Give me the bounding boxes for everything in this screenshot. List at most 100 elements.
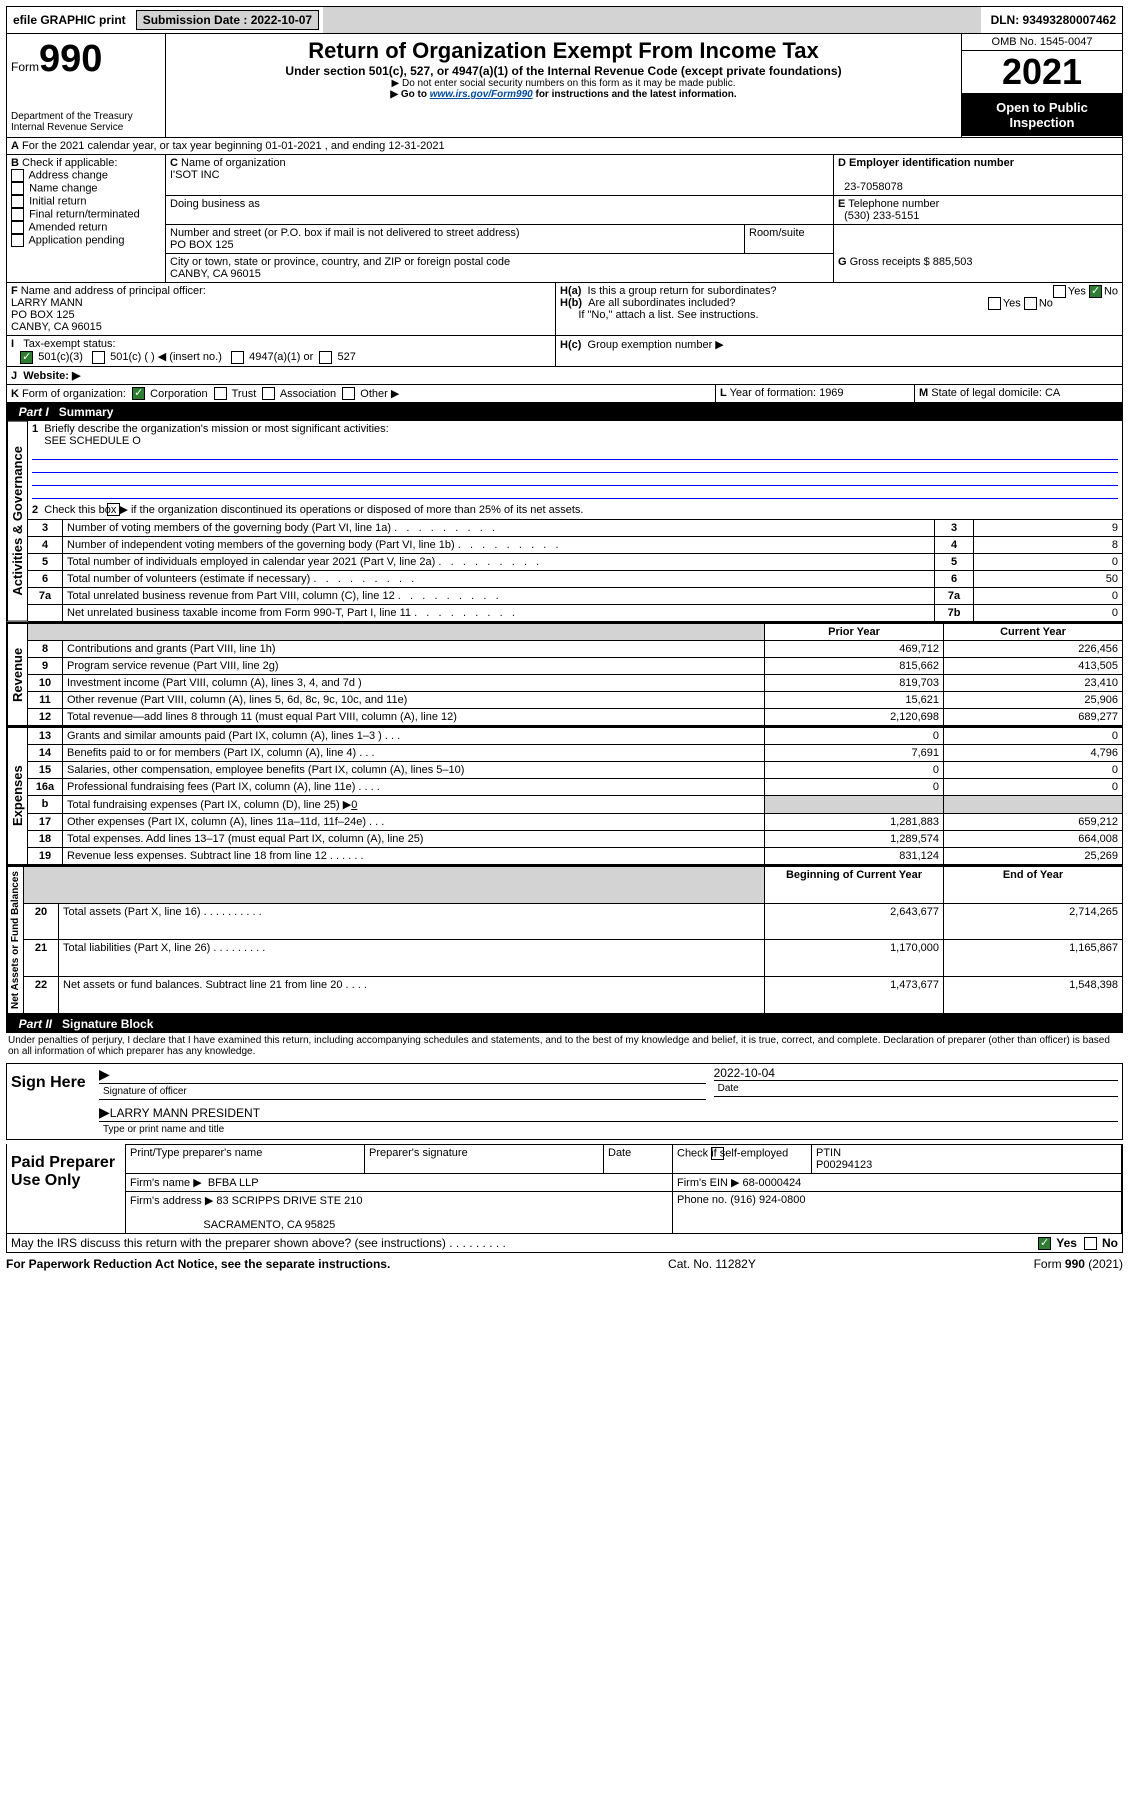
hb-text: Are all subordinates included? xyxy=(588,297,735,309)
city-lbl: City or town, state or province, country… xyxy=(170,256,510,268)
form-title: Return of Organization Exempt From Incom… xyxy=(170,38,957,64)
chk-trust[interactable] xyxy=(214,387,227,400)
signer-name-lbl: Type or print name and title xyxy=(99,1121,1118,1137)
addr-lbl: Number and street (or P.O. box if mail i… xyxy=(170,227,520,239)
chk-501c3[interactable] xyxy=(20,351,33,364)
footer-center: Cat. No. 11282Y xyxy=(668,1257,756,1271)
ag-table: 3Number of voting members of the governi… xyxy=(28,519,1122,622)
chk-hb-no[interactable] xyxy=(1024,297,1037,310)
prep-date-lbl: Date xyxy=(608,1147,631,1159)
b-label: Check if applicable: xyxy=(22,157,117,169)
i-501c3: 501(c)(3) xyxy=(38,351,83,363)
section-B: B Check if applicable: Address change Na… xyxy=(7,155,166,282)
vlabel-na: Net Assets or Fund Balances xyxy=(7,866,24,1014)
chk-4947[interactable] xyxy=(231,351,244,364)
may-discuss-text: May the IRS discuss this return with the… xyxy=(11,1236,506,1250)
entity-section: A For the 2021 calendar year, or tax yea… xyxy=(6,138,1123,403)
note-ssn: ▶ Do not enter social security numbers o… xyxy=(170,78,957,89)
footer-right: Form 990 (2021) xyxy=(1034,1257,1123,1271)
note-goto-pre: ▶ Go to xyxy=(390,89,429,100)
officer-addr1: PO BOX 125 xyxy=(11,309,75,321)
chk-l2[interactable] xyxy=(107,503,120,516)
page-footer: For Paperwork Reduction Act Notice, see … xyxy=(6,1257,1123,1271)
note-goto-post: for instructions and the latest informat… xyxy=(533,89,737,100)
vlabel-exp: Expenses xyxy=(7,727,28,865)
city-value: CANBY, CA 96015 xyxy=(170,268,261,280)
firm-addr-lbl: Firm's address ▶ xyxy=(130,1195,213,1207)
yes-label: Yes xyxy=(1056,1236,1077,1250)
l1-text: Briefly describe the organization's miss… xyxy=(44,423,388,435)
chk-other[interactable] xyxy=(342,387,355,400)
paid-preparer-block: Paid Preparer Use Only Print/Type prepar… xyxy=(6,1144,1123,1234)
phone-value: (530) 233-5151 xyxy=(844,210,919,222)
irs-label: Internal Revenue Service xyxy=(11,122,161,133)
c-name-lbl: Name of organization xyxy=(181,157,286,169)
form-word: Form xyxy=(11,60,39,74)
chk-name[interactable] xyxy=(11,182,24,195)
omb-number: OMB No. 1545-0047 xyxy=(962,34,1122,51)
chk-ha-yes[interactable] xyxy=(1053,285,1066,298)
chk-may-yes[interactable] xyxy=(1038,1237,1051,1250)
submission-date[interactable]: Submission Date : 2022-10-07 xyxy=(136,10,319,30)
l1-value: SEE SCHEDULE O xyxy=(44,435,141,447)
form-990: 990 xyxy=(39,38,102,80)
firm-lbl: Firm's name ▶ xyxy=(130,1177,202,1189)
revenue-table: Prior YearCurrent Year8Contributions and… xyxy=(28,623,1122,726)
prep-check: Check if self-employed xyxy=(677,1147,788,1159)
firm-addr2: SACRAMENTO, CA 95825 xyxy=(203,1219,335,1231)
chk-527[interactable] xyxy=(319,351,332,364)
chk-initial[interactable] xyxy=(11,195,24,208)
footer-left: For Paperwork Reduction Act Notice, see … xyxy=(6,1257,390,1271)
revenue-section: Revenue Prior YearCurrent Year8Contribut… xyxy=(6,623,1123,727)
sig-officer-line: Signature of officer xyxy=(99,1083,706,1100)
i-527: 527 xyxy=(337,351,355,363)
firm-phone: Phone no. (916) 924-0800 xyxy=(677,1194,805,1206)
chk-ha-no[interactable] xyxy=(1089,285,1102,298)
paid-preparer-table: Print/Type preparer's name Preparer's si… xyxy=(125,1144,1122,1233)
vlabel-ag: Activities & Governance xyxy=(7,421,28,622)
penalties-text: Under penalties of perjury, I declare th… xyxy=(6,1033,1123,1059)
tax-year: 2021 xyxy=(962,51,1122,94)
chk-assoc[interactable] xyxy=(262,387,275,400)
part2-title: Signature Block xyxy=(62,1017,153,1031)
l2-text: Check this box ▶ if the organization dis… xyxy=(44,504,583,516)
paid-preparer-label: Paid Preparer Use Only xyxy=(7,1144,125,1233)
ein-value: 23-7058078 xyxy=(844,181,903,193)
may-discuss-row: May the IRS discuss this return with the… xyxy=(6,1234,1123,1253)
hc-text: Group exemption number ▶ xyxy=(588,339,724,351)
chk-pending[interactable] xyxy=(11,234,24,247)
no-label: No xyxy=(1102,1236,1118,1250)
i-label: Tax-exempt status: xyxy=(23,338,115,350)
dln-label: DLN: 93493280007462 xyxy=(985,11,1122,29)
arrow-icon: ▶ xyxy=(99,1066,110,1082)
chk-corp[interactable] xyxy=(132,387,145,400)
ha-text: Is this a group return for subordinates? xyxy=(588,285,777,297)
ptin-val: P00294123 xyxy=(816,1159,872,1171)
chk-hb-yes[interactable] xyxy=(988,297,1001,310)
k-assoc: Association xyxy=(280,388,336,400)
irs-link[interactable]: www.irs.gov/Form990 xyxy=(430,89,533,100)
chk-self-emp[interactable] xyxy=(711,1147,724,1160)
right-header-block: OMB No. 1545-0047 2021 Open to Public In… xyxy=(961,34,1122,137)
m-state: State of legal domicile: CA xyxy=(931,387,1060,399)
sig-date-val: 2022-10-04 xyxy=(714,1066,775,1080)
officer-name: LARRY MANN xyxy=(11,297,83,309)
part1-header: Part I Summary xyxy=(6,403,1123,421)
opt-amended: Amended return xyxy=(28,221,107,233)
efile-label: efile GRAPHIC print xyxy=(7,11,132,29)
form-subtitle: Under section 501(c), 527, or 4947(a)(1)… xyxy=(170,64,957,78)
addr-value: PO BOX 125 xyxy=(170,239,234,251)
chk-amended[interactable] xyxy=(11,221,24,234)
chk-501c[interactable] xyxy=(92,351,105,364)
sign-here-block: Sign Here ▶Signature of officer 2022-10-… xyxy=(6,1063,1123,1140)
firm-addr1: 83 SCRIPPS DRIVE STE 210 xyxy=(216,1195,362,1207)
chk-final[interactable] xyxy=(11,208,24,221)
arrow-icon-2: ▶ xyxy=(99,1104,110,1120)
officer-addr2: CANBY, CA 96015 xyxy=(11,321,102,333)
chk-may-no[interactable] xyxy=(1084,1237,1097,1250)
sign-here-label: Sign Here xyxy=(7,1064,95,1139)
form-number-block: Form990 Department of the Treasury Inter… xyxy=(7,34,166,137)
chk-address[interactable] xyxy=(11,169,24,182)
j-website: Website: ▶ xyxy=(23,370,80,382)
d-ein-lbl: Employer identification number xyxy=(849,157,1014,169)
